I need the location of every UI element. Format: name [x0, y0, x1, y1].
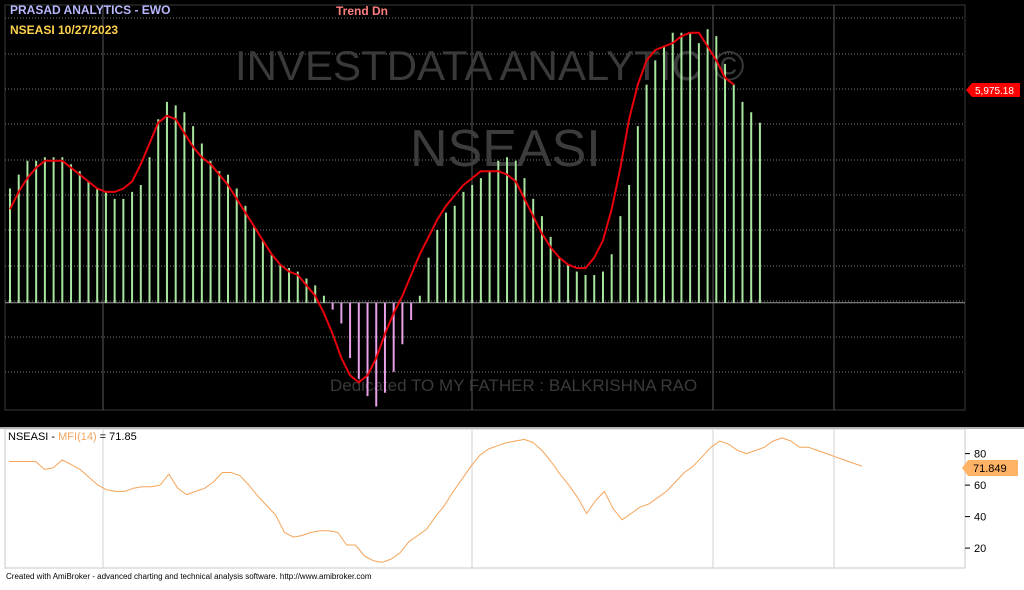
mfi-label-indicator: MFI(14) — [58, 431, 97, 443]
mfi-line — [9, 437, 863, 563]
ewo-histogram — [9, 29, 761, 407]
price-badge-value: 5,975.18 — [975, 86, 1014, 97]
price-badge: 5,975.18 — [966, 83, 1020, 97]
mfi-tick-label: 80 — [974, 449, 986, 461]
ewo-plot-area — [4, 4, 966, 411]
mfi-label-value: = 71.85 — [97, 431, 137, 443]
mfi-badge-value: 71.849 — [973, 463, 1007, 475]
footer-bar — [0, 570, 1024, 585]
mfi-tick-label: 60 — [974, 480, 986, 492]
ewo-grid — [5, 5, 965, 410]
trend-label: Trend Dn — [336, 4, 388, 18]
chart-title: PRASAD ANALYTICS - EWO — [10, 3, 170, 17]
mfi-y-axis: 80 60 40 20 — [965, 449, 986, 555]
mfi-tick-label: 40 — [974, 512, 986, 524]
symbol-watermark: NSEASI — [410, 120, 601, 178]
mfi-tick-label: 20 — [974, 543, 986, 555]
mfi-grid — [102, 430, 835, 568]
panel-separator — [0, 427, 1024, 429]
brand-watermark: INVESTDATA ANALYTIC © — [235, 42, 744, 89]
footer-text: Created with AmiBroker - advanced charti… — [6, 572, 372, 581]
mfi-plot-area — [4, 428, 966, 569]
dedication-watermark: Dedicated TO MY FATHER : BALKRISHNA RAO — [330, 376, 697, 395]
ewo-signal-path — [9, 31, 735, 384]
mfi-label: NSEASI - MFI(14) = 71.85 — [8, 431, 137, 443]
mfi-label-symbol: NSEASI - — [8, 431, 58, 443]
mfi-badge: 71.849 — [962, 460, 1018, 476]
mfi-line-path — [9, 437, 863, 563]
symbol-date-label: NSEASI 10/27/2023 — [10, 23, 118, 37]
ewo-signal-line — [9, 31, 735, 384]
